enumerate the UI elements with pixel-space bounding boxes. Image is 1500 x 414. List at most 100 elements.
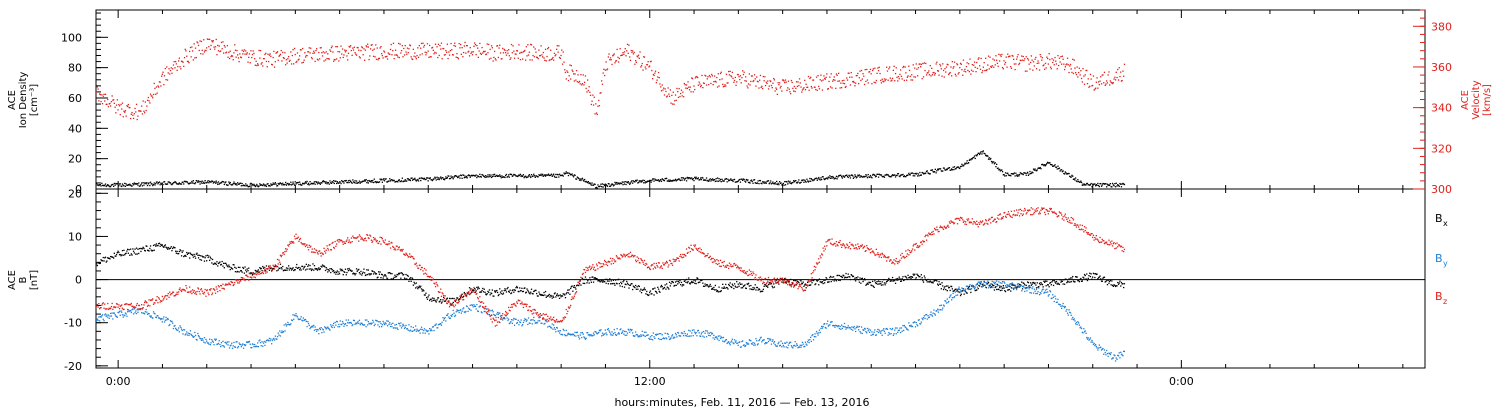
velocity-series-point bbox=[360, 57, 361, 58]
density-series-point bbox=[224, 184, 225, 185]
velocity-series-point bbox=[981, 58, 982, 59]
velocity-series-point bbox=[661, 90, 662, 91]
velocity-series-point bbox=[222, 48, 223, 49]
velocity-series-point bbox=[511, 44, 512, 45]
bx-series-point bbox=[447, 298, 448, 299]
velocity-series-point bbox=[208, 39, 209, 40]
bx-series-point bbox=[292, 267, 293, 268]
density-series-point bbox=[760, 180, 761, 181]
velocity-series-point bbox=[641, 65, 642, 66]
velocity-series-point bbox=[522, 59, 523, 60]
bx-series-point bbox=[495, 292, 496, 293]
bx-series-point bbox=[693, 282, 694, 283]
velocity-series-point bbox=[513, 51, 514, 52]
velocity-series-point bbox=[741, 82, 742, 83]
velocity-series-point bbox=[718, 85, 719, 86]
velocity-series-point bbox=[690, 91, 691, 92]
density-series-point bbox=[977, 154, 978, 155]
density-series-point bbox=[137, 185, 138, 186]
velocity-series-point bbox=[1023, 60, 1024, 61]
bx-series-point bbox=[318, 267, 319, 268]
bx-series-point bbox=[650, 290, 651, 291]
density-series-point bbox=[528, 175, 529, 176]
bx-series-point bbox=[200, 255, 201, 256]
velocity-series-point bbox=[472, 54, 473, 55]
velocity-series-point bbox=[597, 114, 598, 115]
by-series-point bbox=[425, 333, 426, 334]
bx-series-point bbox=[592, 276, 593, 277]
velocity-series-point bbox=[656, 82, 657, 83]
by-series-point bbox=[275, 336, 276, 337]
density-series-point bbox=[1110, 183, 1111, 184]
bx-series-point bbox=[106, 260, 107, 261]
velocity-series-point bbox=[572, 71, 573, 72]
bx-series-point bbox=[564, 294, 565, 295]
density-series-point bbox=[975, 158, 976, 159]
density-series-point bbox=[698, 177, 699, 178]
bx-series-point bbox=[843, 275, 844, 276]
density-series-point bbox=[1028, 175, 1029, 176]
by-series-point bbox=[219, 340, 220, 341]
bx-series-point bbox=[984, 285, 985, 286]
velocity-series-point bbox=[560, 55, 561, 56]
bx-series-point bbox=[239, 271, 240, 272]
bx-series-point bbox=[148, 250, 149, 251]
bx-series-point bbox=[674, 285, 675, 286]
velocity-series-point bbox=[247, 62, 248, 63]
velocity-series-point bbox=[463, 52, 464, 53]
velocity-series-point bbox=[398, 43, 399, 44]
velocity-series-point bbox=[206, 47, 207, 48]
velocity-series-point bbox=[577, 81, 578, 82]
density-series-point bbox=[162, 184, 163, 185]
bx-series-point bbox=[524, 287, 525, 288]
bx-series-point bbox=[429, 300, 430, 301]
velocity-series-point bbox=[884, 78, 885, 79]
density-series-point bbox=[1054, 164, 1055, 165]
density-series-point bbox=[450, 176, 451, 177]
bx-series-point bbox=[96, 263, 97, 264]
velocity-series-point bbox=[487, 52, 488, 53]
velocity-series-point bbox=[108, 106, 109, 107]
bx-series-point bbox=[227, 266, 228, 267]
velocity-series-point bbox=[433, 53, 434, 54]
velocity-series-point bbox=[657, 76, 658, 77]
bx-series-point bbox=[634, 287, 635, 288]
density-series-point bbox=[195, 182, 196, 183]
bx-series-point bbox=[1046, 281, 1047, 282]
density-series-point bbox=[817, 180, 818, 181]
bx-series-point bbox=[393, 278, 394, 279]
bx-series-point bbox=[126, 253, 127, 254]
bx-series-point bbox=[155, 246, 156, 247]
density-series-point bbox=[100, 185, 101, 186]
velocity-series-point bbox=[758, 81, 759, 82]
bx-series-point bbox=[951, 286, 952, 287]
density-series-point bbox=[718, 178, 719, 179]
velocity-series-point bbox=[379, 58, 380, 59]
density-series-point bbox=[244, 185, 245, 186]
bx-series-point bbox=[237, 271, 238, 272]
bx-series-point bbox=[416, 282, 417, 283]
density-series-point bbox=[1077, 181, 1078, 182]
velocity-series-point bbox=[226, 52, 227, 53]
by-series-point bbox=[102, 314, 103, 315]
velocity-series-point bbox=[957, 64, 958, 65]
density-series-point bbox=[724, 180, 725, 181]
density-series-point bbox=[356, 180, 357, 181]
velocity-series-point bbox=[236, 57, 237, 58]
by-series-point bbox=[273, 338, 274, 339]
velocity-series-point bbox=[350, 45, 351, 46]
velocity-series-point bbox=[134, 108, 135, 109]
by-series-point bbox=[360, 324, 361, 325]
bx-series-point bbox=[625, 284, 626, 285]
bx-series-point bbox=[302, 266, 303, 267]
by-series-point bbox=[337, 321, 338, 322]
velocity-series-point bbox=[406, 54, 407, 55]
density-series-point bbox=[542, 174, 543, 175]
velocity-series-point bbox=[882, 79, 883, 80]
bx-series-point bbox=[1023, 283, 1024, 284]
density-series-point bbox=[908, 173, 909, 174]
velocity-series-point bbox=[194, 43, 195, 44]
bx-series-point bbox=[912, 277, 913, 278]
by-series-point bbox=[98, 316, 99, 317]
velocity-series-point bbox=[842, 80, 843, 81]
